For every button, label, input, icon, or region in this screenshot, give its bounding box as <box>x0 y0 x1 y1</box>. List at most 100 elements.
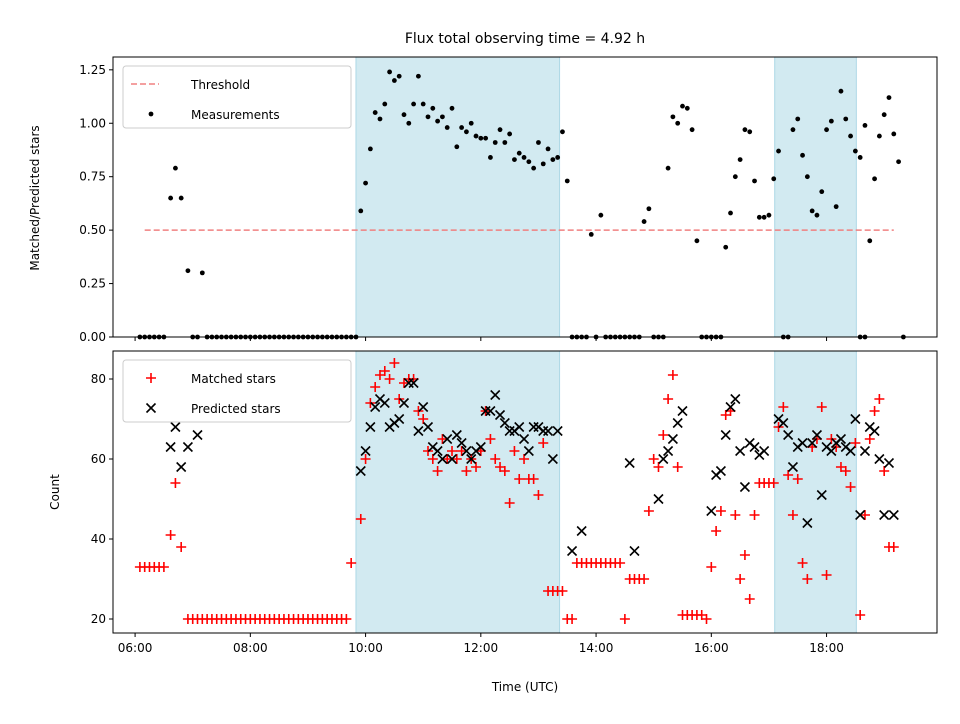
legend-label: Threshold <box>190 78 250 92</box>
x-tick-label: 18:00 <box>809 641 844 655</box>
matched-star-point <box>821 570 832 580</box>
predicted-star-point <box>528 421 539 433</box>
matched-star-point <box>888 542 899 552</box>
measurement-point <box>358 208 364 214</box>
y-tick-label: 1.25 <box>79 63 106 77</box>
shaded-interval <box>774 56 857 338</box>
matched-star-point <box>447 446 458 456</box>
matched-star-point <box>711 526 722 536</box>
predicted-star-point <box>811 429 823 441</box>
predicted-star-point <box>783 429 794 441</box>
matched-star-point <box>787 510 798 520</box>
predicted-star-point <box>816 489 827 501</box>
count-panel: 20 40 60 80 06:00 08:00 10:00 12:00 14:00 16:00 18… <box>91 350 938 655</box>
y-tick-label: 0.00 <box>79 330 106 344</box>
matched-star-point <box>170 478 181 488</box>
x-tick-label: 10:00 <box>348 641 383 655</box>
legend-predicted-swatch <box>145 402 157 414</box>
measurement-point <box>454 144 460 150</box>
predicted-star-point <box>182 441 193 453</box>
measurement-point <box>372 110 378 115</box>
measurement-point <box>689 127 695 133</box>
matched-star-point <box>768 478 779 488</box>
measurement-point <box>178 195 184 201</box>
measurement-point <box>435 118 441 124</box>
matched-star-point <box>859 510 870 520</box>
measurement-point <box>646 206 652 212</box>
measurement-point <box>396 73 402 79</box>
measurement-point <box>795 116 801 122</box>
legend-matched-swatch <box>146 373 156 383</box>
measurement-point <box>790 127 796 133</box>
matched-star-point <box>783 470 794 480</box>
predicted-star-point <box>859 445 871 457</box>
measurement-point <box>862 122 868 128</box>
measurement-point <box>857 155 863 160</box>
predicted-star-point <box>413 425 424 437</box>
matched-star-point <box>658 430 669 440</box>
ratio-panel: 0.00 0.25 0.50 0.75 1.00 1.25 Threshold Measure… <box>79 56 938 344</box>
matched-star-point <box>451 454 462 464</box>
matched-star-point <box>735 574 746 584</box>
measurement-point <box>459 125 465 130</box>
measurement-point <box>766 212 772 218</box>
predicted-star-point <box>869 425 880 437</box>
matched-star-point <box>778 402 789 412</box>
y-tick-label: 20 <box>91 612 106 626</box>
matched-star-point <box>514 474 525 484</box>
matched-star-point <box>370 382 381 392</box>
measurement-point <box>809 208 815 214</box>
predicted-star-point <box>176 461 187 473</box>
matched-star-point <box>538 438 549 448</box>
measurement-point <box>550 157 556 162</box>
measurement-point <box>367 146 373 152</box>
axes-frame <box>112 56 938 338</box>
predicted-star-point <box>547 453 558 465</box>
measurement-point <box>761 214 767 220</box>
shaded-interval <box>774 350 857 634</box>
measurement-point <box>173 165 178 171</box>
predicted-star-point <box>485 405 496 417</box>
measurement-point <box>675 120 681 126</box>
matched-star-point <box>461 466 472 476</box>
predicted-star-point <box>446 453 458 465</box>
matched-star-point <box>648 454 659 464</box>
measurement-point <box>896 159 901 165</box>
predicted-star-point <box>797 437 808 449</box>
legend-box <box>122 359 352 423</box>
predicted-star-point <box>456 437 467 449</box>
y-tick-label: 0.25 <box>79 277 106 291</box>
matched-star-point <box>418 414 429 424</box>
predicted-star-point <box>494 409 506 421</box>
matched-star-point <box>643 506 654 516</box>
measurement-point <box>488 155 493 160</box>
matched-star-point <box>360 454 371 464</box>
measurement-point <box>521 155 527 160</box>
legend-measurement-swatch <box>148 111 154 117</box>
predicted-star-point <box>490 389 501 401</box>
measurement-point <box>641 219 647 224</box>
measurement-point <box>588 232 594 237</box>
x-tick-label: 08:00 <box>233 641 268 655</box>
shaded-interval <box>355 56 561 338</box>
matched-star-point <box>490 454 501 464</box>
measurement-point <box>444 125 450 130</box>
predicted-star-point <box>538 425 549 437</box>
predicted-star-point <box>677 405 688 417</box>
y-tick-label: 60 <box>91 452 106 466</box>
measurement-point <box>828 118 834 124</box>
matched-star-point <box>158 562 169 572</box>
measurement-point <box>771 176 777 182</box>
matched-star-point <box>557 586 568 596</box>
measurement-point <box>756 214 762 220</box>
predicted-star-point <box>394 413 405 425</box>
matched-star-point <box>816 402 827 412</box>
predicted-star-point <box>542 425 554 437</box>
predicted-star-point <box>370 401 381 413</box>
matched-star-point <box>715 506 726 516</box>
predicted-star-point <box>658 453 669 465</box>
chart-title: Flux total observing time = 4.92 h <box>405 31 645 47</box>
predicted-star-point <box>398 397 410 409</box>
predicted-star-point <box>807 437 818 449</box>
predicted-star-point <box>653 493 664 505</box>
